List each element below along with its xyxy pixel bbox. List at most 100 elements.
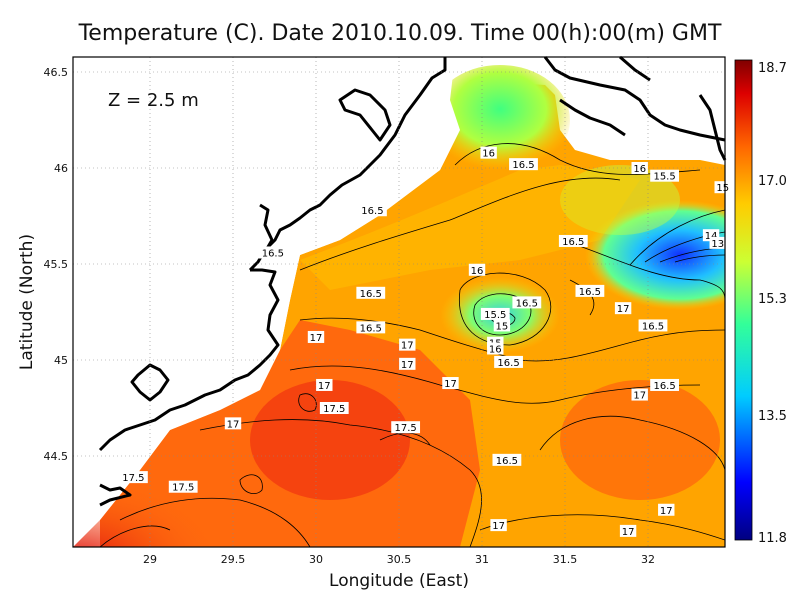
contour-label-bg <box>468 263 486 276</box>
colorbar-tick: 17.0 <box>758 174 787 189</box>
contour-label-text: 17 <box>310 333 323 344</box>
contour-label: 15.5 <box>480 307 510 321</box>
y-tick: 46 <box>54 162 68 175</box>
plot-frame <box>72 56 726 548</box>
contour-label-text: 16.5 <box>512 160 534 171</box>
contour-label-bg <box>307 330 325 343</box>
contour-label-bg <box>492 453 522 466</box>
contour-label-bg <box>658 503 675 516</box>
contour-label-text: 17 <box>622 527 635 538</box>
contour-label-text: 15.5 <box>653 172 675 183</box>
contour-label-bg <box>258 246 288 259</box>
contour-label-text: 16 <box>471 266 484 277</box>
contour-label-bg <box>391 421 421 434</box>
land-area <box>73 57 460 547</box>
contour-label-text: 16.5 <box>262 248 284 259</box>
contour-label-bg <box>168 480 198 493</box>
contour-label-bg <box>119 471 148 484</box>
colorbar: 18.7 17.0 15.3 13.5 11.8 <box>734 59 787 546</box>
contour-label-bg <box>494 355 523 368</box>
contour-label-text: 15.5 <box>484 310 506 321</box>
contour-label-text: 17 <box>617 304 630 315</box>
coastline <box>98 55 727 507</box>
contour-label-text: 16 <box>482 149 495 160</box>
contour-label-text: 17 <box>401 360 414 371</box>
y-axis-label: Latitude (North) <box>17 234 37 370</box>
contour-label-text: 16.5 <box>360 289 382 300</box>
y-tick: 45.5 <box>44 258 69 271</box>
contour-label: 16 <box>480 146 497 160</box>
contour-label-text: 17.5 <box>122 473 144 484</box>
contour-label-bg <box>399 338 416 351</box>
contour-label-bg <box>512 296 542 309</box>
contour-label-text: 17.5 <box>395 423 417 434</box>
contour-label: 13 <box>709 236 726 250</box>
depth-label: Z = 2.5 m <box>108 90 199 111</box>
contour-label: 17 <box>631 388 648 402</box>
contour-label-text: 17 <box>444 379 457 390</box>
contour-label-text: 16.5 <box>653 381 675 392</box>
contour-label: 16 <box>468 263 486 277</box>
contour-label-bg <box>356 286 386 299</box>
contour-label-text: 16.5 <box>361 206 383 217</box>
contour-label-bg <box>480 146 497 159</box>
contour-label: 17.5 <box>119 471 148 484</box>
x-tick: 29 <box>143 553 157 566</box>
contour-label: 16.5 <box>494 355 523 369</box>
contour-label-text: 16.5 <box>642 321 664 332</box>
contour-label: 16.5 <box>492 453 522 467</box>
contour-label-bg <box>224 417 242 430</box>
contour-label-bg <box>714 181 731 194</box>
contour-label-text: 14 <box>705 231 718 242</box>
contour-label-text: 17 <box>401 341 414 352</box>
contour-label: 16.5 <box>558 234 588 248</box>
contour-label-bg <box>638 319 668 332</box>
grid-lines <box>73 57 725 547</box>
contour-label-bg <box>316 378 333 391</box>
contour-label: 17.5 <box>391 421 421 434</box>
contour-label: 17.5 <box>168 480 198 494</box>
contour-label: 16.5 <box>638 319 668 332</box>
colorbar-tick: 13.5 <box>758 409 787 424</box>
contour-label-bg <box>399 357 416 370</box>
contour-label-bg <box>631 162 648 174</box>
contour-label: 17 <box>307 330 325 344</box>
contour-label-text: 16.5 <box>496 456 518 467</box>
contour-label-bg <box>493 319 511 332</box>
contour-label-text: 17 <box>492 521 505 532</box>
contour-label: 17 <box>316 378 333 392</box>
y-tick: 45 <box>54 354 68 367</box>
contour-label-bg <box>619 524 637 537</box>
contour-label: 17 <box>614 302 632 315</box>
x-tick: 31.5 <box>553 553 578 566</box>
contour-label-text: 17.5 <box>323 404 345 415</box>
contour-label-text: 16 <box>489 344 502 355</box>
contour-label-bg <box>319 402 349 414</box>
contour-label-bg <box>614 302 632 315</box>
contour-label-bg <box>442 377 459 390</box>
contour-label-bg <box>575 284 605 297</box>
y-axis-ticks: 46.5 46 45.5 45 44.5 <box>44 66 69 463</box>
contour-label-text: 17 <box>227 419 240 430</box>
contour-label-text: 16.5 <box>516 298 538 309</box>
contour-label-bg <box>356 321 386 334</box>
x-tick: 32 <box>641 553 655 566</box>
map-title: Temperature (C). Date 2010.10.09. Time 0… <box>78 21 722 46</box>
contour-label: 16 <box>487 342 504 355</box>
y-tick: 44.5 <box>44 450 69 463</box>
contour-label-text: 16.5 <box>497 358 519 369</box>
contour-label-bg <box>490 519 507 532</box>
contour-label: 17 <box>658 503 675 517</box>
contour-label: 17 <box>442 377 459 390</box>
x-axis-label: Longitude (East) <box>329 571 469 591</box>
contour-label: 15.5 <box>650 169 679 183</box>
colorbar-tick: 18.7 <box>758 61 787 76</box>
contour-label-text: 16.5 <box>360 323 382 334</box>
contour-label-text: 13 <box>711 239 724 250</box>
contour-label-text: 16 <box>633 164 646 175</box>
contour-label-text: 15 <box>496 321 509 332</box>
y-tick: 46.5 <box>44 66 69 79</box>
